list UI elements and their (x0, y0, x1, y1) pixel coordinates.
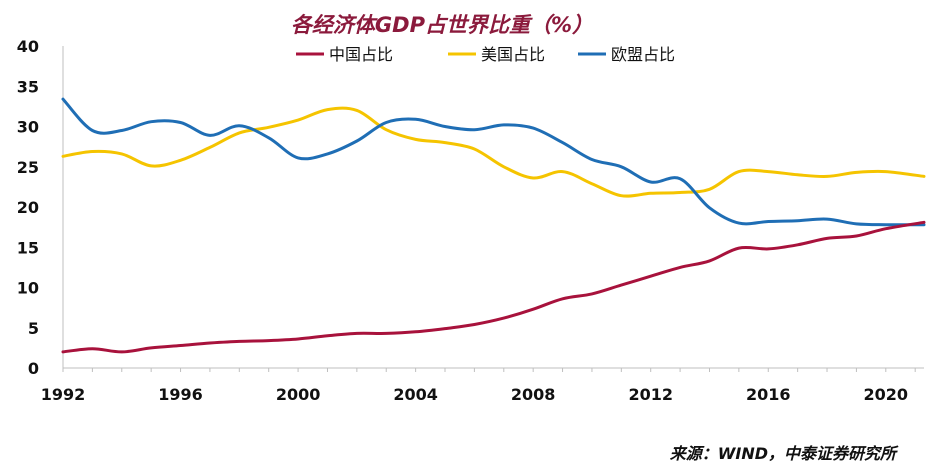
y-tick-label: 15 (17, 238, 39, 257)
x-tick-label: 2016 (746, 385, 791, 404)
chart-series (61, 97, 926, 354)
legend-label-1: 美国占比 (481, 45, 545, 64)
x-tick-label: 2004 (393, 385, 438, 404)
y-tick-label: 5 (28, 319, 39, 338)
y-tick-label: 35 (17, 77, 39, 96)
x-tick-label: 2000 (276, 385, 321, 404)
chart-legend: 中国占比 美国占比 欧盟占比 (296, 45, 675, 64)
y-tick-label: 20 (17, 198, 39, 217)
x-tick-label: 2008 (511, 385, 556, 404)
y-tick-label: 30 (17, 118, 39, 137)
y-tick-label: 0 (28, 359, 39, 378)
source-note: 来源：WIND，中泰证券研究所 (669, 444, 896, 463)
legend-label-2: 欧盟占比 (611, 45, 675, 64)
x-tick-label: 1992 (41, 385, 86, 404)
chart-axes: 0 5 10 15 20 25 30 35 40 1992 1996 2000 2004 2008 2012… (17, 37, 924, 404)
series-line-2 (61, 97, 926, 227)
y-tick-label: 25 (17, 158, 39, 177)
series-line-1 (61, 106, 926, 198)
x-tick-label: 1996 (158, 385, 203, 404)
y-tick-label: 10 (17, 279, 39, 298)
y-tick-label: 40 (17, 37, 39, 56)
x-tick-label: 2020 (864, 385, 909, 404)
x-tick-label: 2012 (628, 385, 673, 404)
series-line-0 (61, 220, 926, 354)
legend-label-0: 中国占比 (329, 45, 393, 64)
chart-title: 各经济体GDP占世界比重（%） (291, 13, 593, 37)
